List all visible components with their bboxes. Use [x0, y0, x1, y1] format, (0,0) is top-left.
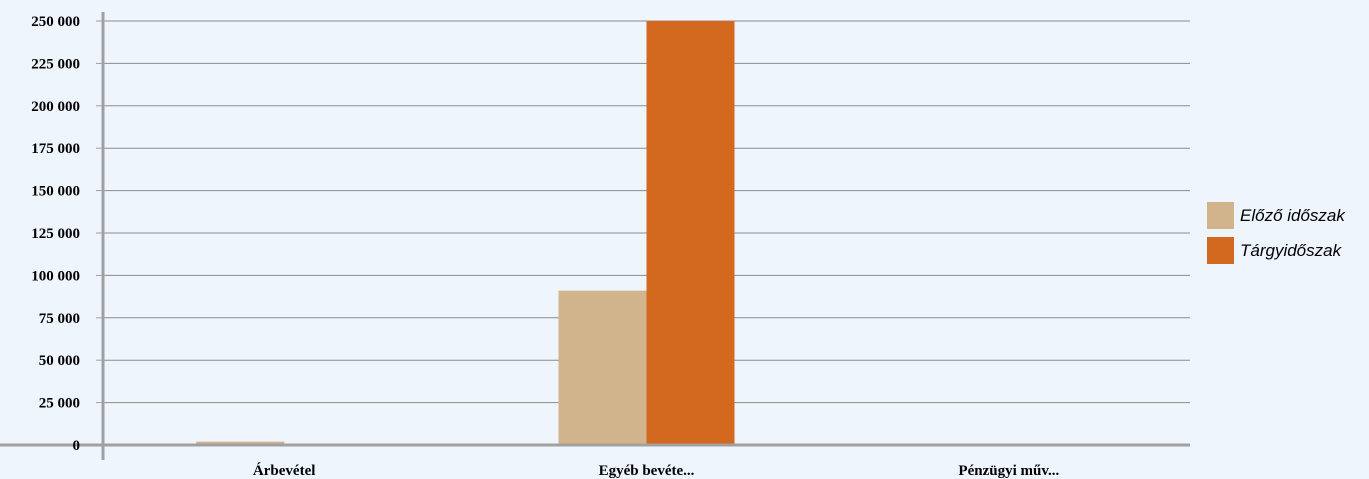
- x-tick-label: Pénzügyi műv...: [958, 463, 1059, 479]
- legend: Előző időszak Tárgyidőszak: [1207, 202, 1346, 264]
- y-tick-label: 0: [73, 438, 81, 454]
- bar: [558, 290, 647, 445]
- y-tick-label: 125 000: [31, 226, 80, 242]
- y-tick-label: 100 000: [31, 268, 80, 284]
- x-tick-labels: Árbevétel Egyéb bevéte... Pénzügyi műv...: [253, 462, 1060, 479]
- y-tick-label: 200 000: [31, 99, 80, 115]
- y-tick-label: 150 000: [31, 184, 80, 200]
- y-tick-label: 175 000: [31, 141, 80, 157]
- bars: [196, 21, 735, 445]
- x-tick-label: Árbevétel: [253, 462, 315, 479]
- legend-swatch: [1207, 202, 1234, 229]
- y-tick-label: 75 000: [39, 311, 80, 327]
- bar: [646, 21, 735, 445]
- x-tick-label: Egyéb bevéte...: [599, 463, 695, 479]
- y-tick-label: 225 000: [31, 56, 80, 72]
- axes: [0, 12, 1190, 460]
- y-tick-labels: 0 25 000 50 000 75 000 100 000 125 000 150 000…: [31, 14, 80, 454]
- legend-label: Előző időszak: [1240, 206, 1346, 225]
- bar: [196, 441, 285, 445]
- legend-label: Tárgyidőszak: [1240, 241, 1343, 260]
- legend-swatch: [1207, 237, 1234, 264]
- y-tick-label: 50 000: [39, 353, 80, 369]
- y-tick-label: 25 000: [39, 396, 80, 412]
- y-tick-label: 250 000: [31, 14, 80, 30]
